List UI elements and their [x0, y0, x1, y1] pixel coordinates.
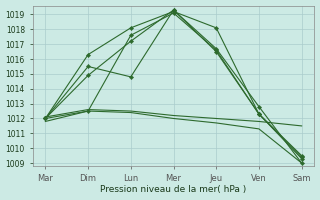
X-axis label: Pression niveau de la mer( hPa ): Pression niveau de la mer( hPa )	[100, 185, 247, 194]
